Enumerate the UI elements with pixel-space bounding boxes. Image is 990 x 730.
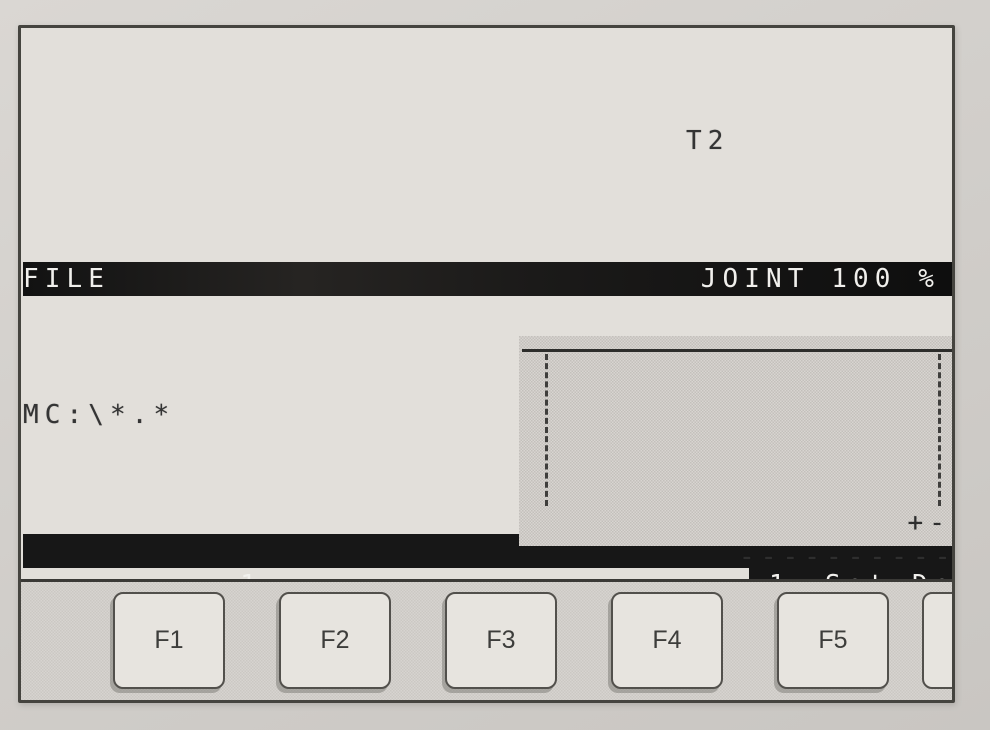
pendant-screen: T2 FILE JOINT 100 % MC:\*.* 1/28 1 * *. … <box>18 25 955 703</box>
page-title: FILE <box>23 264 111 294</box>
function-key-band: F1 F2 F3 F4 F5 <box>21 579 952 700</box>
joint-speed-status: JOINT 100 % <box>700 264 940 294</box>
popup-bottom-dashes: ----------+ <box>739 542 955 572</box>
popup-top-border <box>522 349 952 352</box>
f2-key[interactable]: F2 <box>279 592 391 689</box>
popup-bottom-border: ----------+ +- <box>519 506 952 572</box>
next-key-partial[interactable] <box>922 592 952 689</box>
screen-header-bar: FILE JOINT 100 % <box>23 262 952 296</box>
f5-key[interactable]: F5 <box>777 592 889 689</box>
teach-mode-label: T2 <box>686 126 730 156</box>
device-path: MC:\*.* <box>23 400 176 430</box>
popup-bottom-corner: +- <box>907 508 951 538</box>
f4-key[interactable]: F4 <box>611 592 723 689</box>
f1-key[interactable]: F1 <box>113 592 225 689</box>
popup-side-borders <box>545 354 941 506</box>
f3-key[interactable]: F3 <box>445 592 557 689</box>
util-popup-menu: 1Set Device 2Format 3Format FAT32 4Make … <box>519 336 952 700</box>
